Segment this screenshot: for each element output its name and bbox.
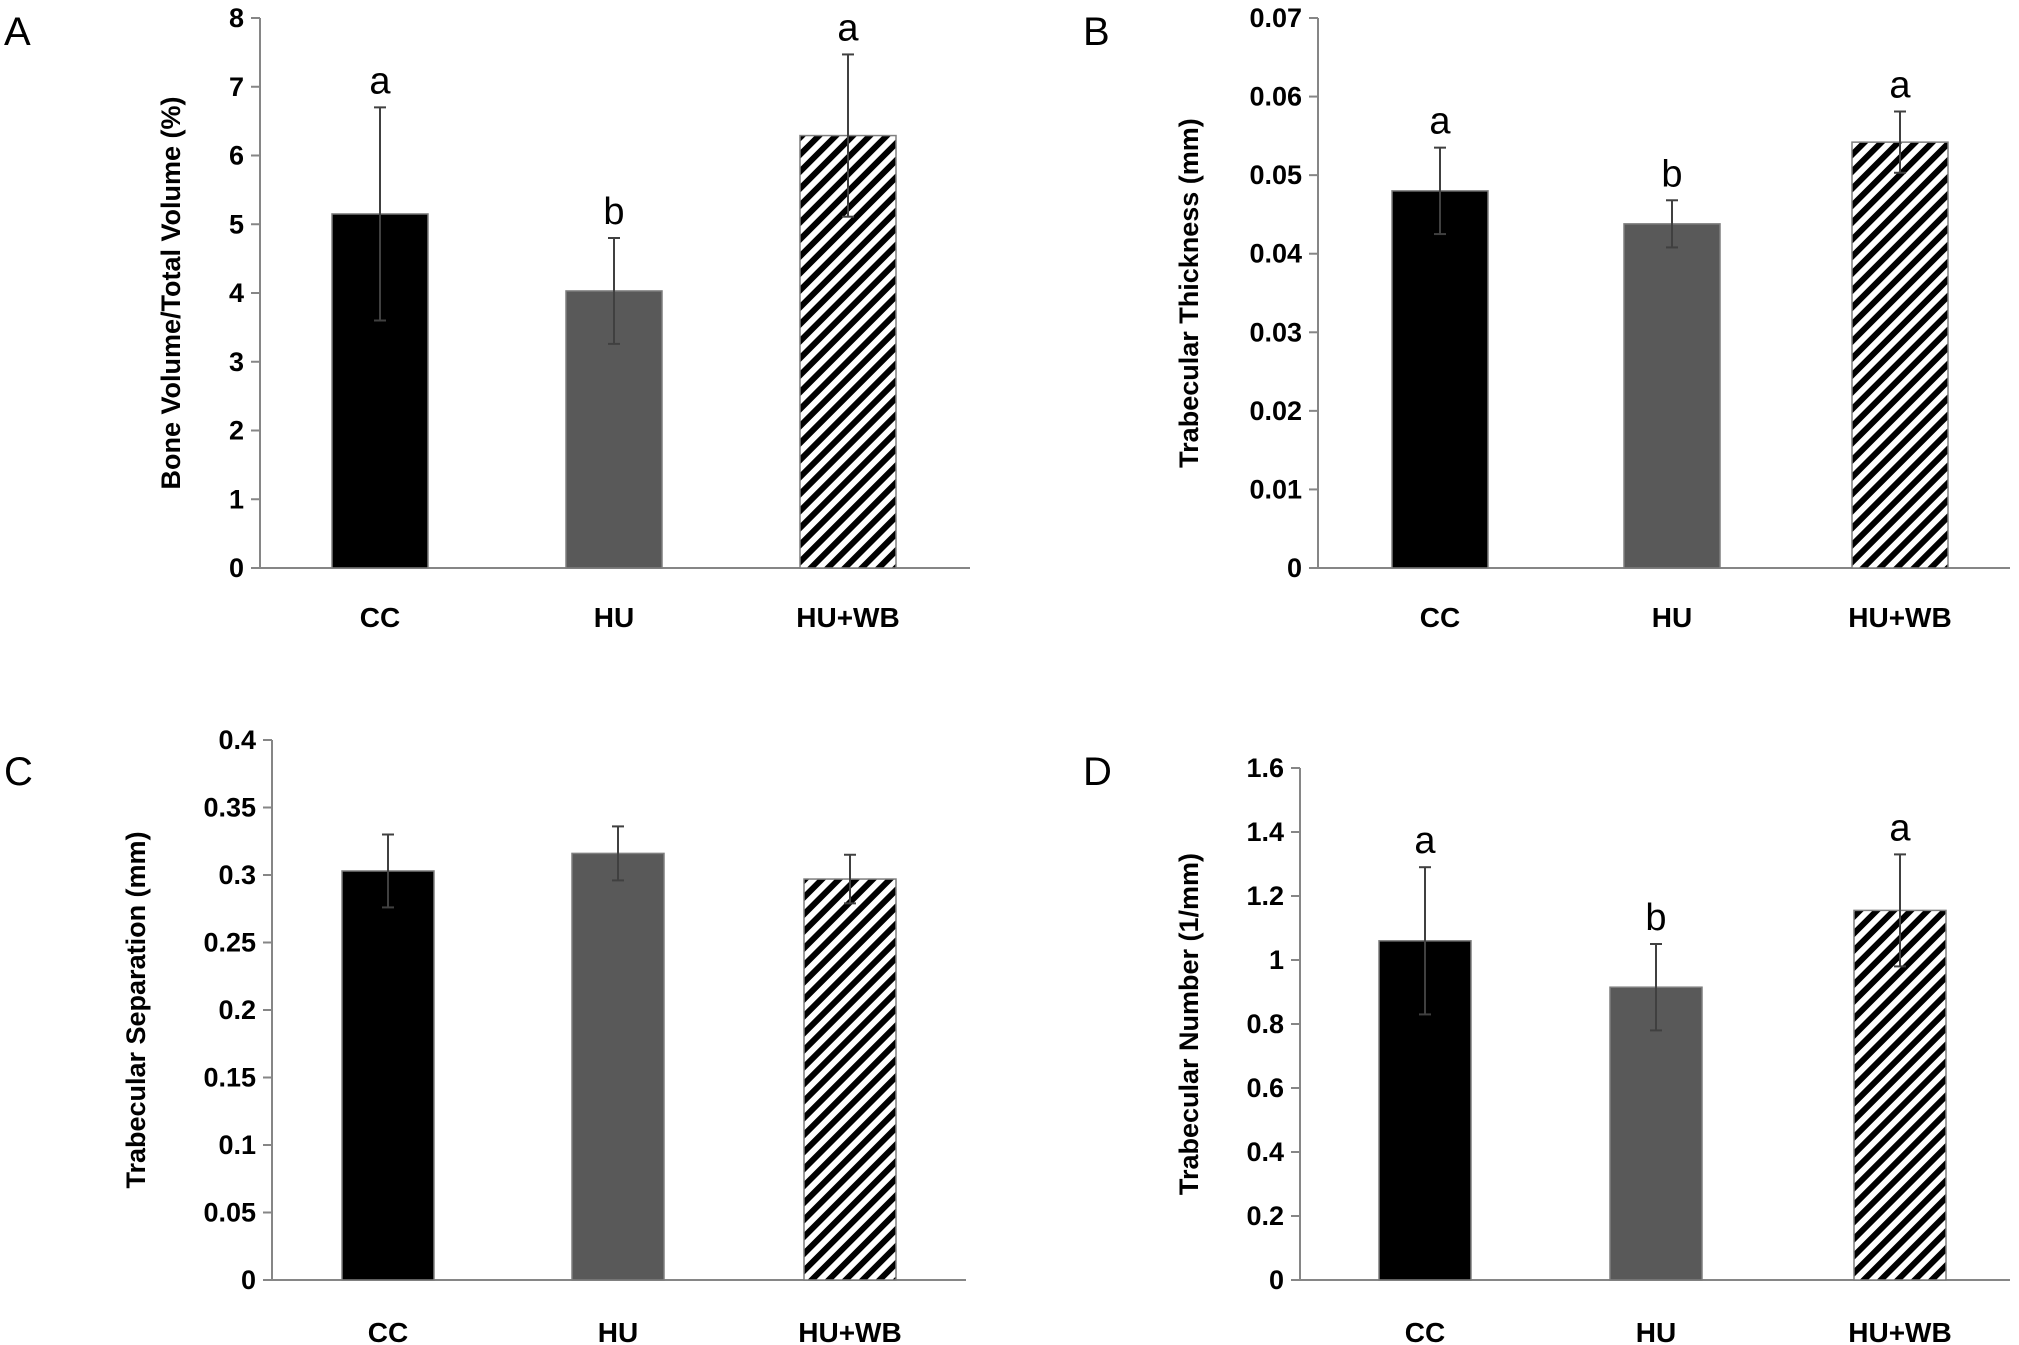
y-tick-label: 0: [1287, 553, 1302, 583]
significance-letter: b: [1661, 153, 1682, 195]
y-tick-label: 0.6: [1246, 1073, 1284, 1103]
bar-hu: [1609, 986, 1703, 1281]
y-tick-label: 0: [241, 1265, 256, 1295]
y-tick-label: 0: [1269, 1265, 1284, 1295]
bar-hu-plus-wb: [1853, 909, 1947, 1281]
category-label: HU+WB: [1848, 602, 1951, 633]
significance-letter: a: [1889, 65, 1911, 107]
y-tick-label: 0.05: [203, 1198, 256, 1228]
y-tick-label: 7: [229, 72, 244, 102]
category-label: CC: [1420, 602, 1460, 633]
category-label: HU+WB: [796, 602, 899, 633]
significance-letter: a: [1414, 820, 1436, 862]
category-label: HU+WB: [1848, 1317, 1951, 1345]
panel-d: D 0 0.2 0.4 0.6 0.8 1 1.2 1.4 1.6 Trabecular Numbe…: [1083, 750, 2010, 1345]
bar-cc: [1391, 190, 1489, 569]
y-tick-label: 0.05: [1249, 160, 1302, 190]
y-tick-label: 0.4: [1246, 1137, 1284, 1167]
panel-letter: C: [4, 750, 33, 794]
panel-letter: A: [4, 10, 31, 54]
category-label: CC: [368, 1317, 408, 1345]
bar-hu: [571, 852, 665, 1281]
y-tick-label: 5: [229, 209, 244, 239]
panel-letter: B: [1083, 10, 1110, 54]
category-label: HU: [598, 1317, 638, 1345]
panel-c: C 0 0.05 0.1 0.15 0.2 0.25 0.3 0.35 0.4 Trabecular…: [4, 725, 966, 1345]
y-tick-label: 0.35: [203, 793, 256, 823]
y-tick-label: 0.25: [203, 928, 256, 958]
panel-b: B 0 0.01 0.02 0.03 0.04 0.05 0.06 0.07 Trabecular…: [1083, 3, 2010, 633]
y-tick-label: 0.03: [1249, 317, 1302, 347]
y-tick-label: 0.15: [203, 1063, 256, 1093]
y-tick-label: 1.6: [1246, 753, 1284, 783]
bar-hu: [1623, 223, 1721, 569]
y-tick-label: 1: [229, 484, 244, 514]
y-tick-label: 0.07: [1249, 3, 1302, 33]
significance-letter: b: [603, 191, 624, 233]
category-label: HU: [1652, 602, 1692, 633]
y-axis-title: Trabecular Number (1/mm): [1174, 853, 1204, 1195]
bar-hu-plus-wb: [803, 878, 897, 1281]
y-tick-label: 0.3: [218, 860, 256, 890]
y-tick-label: 1.2: [1246, 881, 1284, 911]
significance-letter: b: [1645, 897, 1666, 939]
category-label: CC: [1405, 1317, 1445, 1345]
y-axis-title: Bone Volume/Total Volume (%): [156, 96, 186, 489]
y-tick-label: 8: [229, 3, 244, 33]
y-tick-label: 3: [229, 347, 244, 377]
y-tick-label: 1: [1269, 945, 1284, 975]
y-tick-label: 0.2: [1246, 1201, 1284, 1231]
y-tick-label: 0.01: [1249, 474, 1302, 504]
bar-cc: [341, 870, 435, 1281]
y-tick-label: 4: [229, 278, 244, 308]
panel-a: A 0 1 2 3 4 5 6 7 8 Bone Volume/Total Volume (%) a C…: [4, 3, 970, 633]
panel-letter: D: [1083, 750, 1112, 794]
y-tick-label: 0.2: [218, 995, 256, 1025]
y-tick-label: 0.1: [218, 1130, 256, 1160]
y-axis-title: Trabecular Separation (mm): [121, 831, 151, 1188]
y-tick-label: 0: [229, 553, 244, 583]
y-tick-label: 0.8: [1246, 1009, 1284, 1039]
y-tick-label: 0.02: [1249, 396, 1302, 426]
category-label: HU: [1636, 1317, 1676, 1345]
significance-letter: a: [1889, 807, 1911, 849]
significance-letter: a: [837, 7, 859, 49]
y-tick-label: 0.06: [1249, 82, 1302, 112]
category-label: HU+WB: [798, 1317, 901, 1345]
significance-letter: a: [1429, 101, 1451, 143]
category-label: HU: [594, 602, 634, 633]
y-tick-label: 1.4: [1246, 817, 1284, 847]
y-tick-label: 0.04: [1249, 239, 1302, 269]
significance-letter: a: [369, 60, 391, 102]
category-label: CC: [360, 602, 400, 633]
bar-hu-plus-wb: [1851, 141, 1949, 569]
y-axis-title: Trabecular Thickness (mm): [1174, 118, 1204, 468]
y-tick-label: 0.4: [218, 725, 256, 755]
y-tick-label: 2: [229, 416, 244, 446]
y-tick-label: 6: [229, 141, 244, 171]
